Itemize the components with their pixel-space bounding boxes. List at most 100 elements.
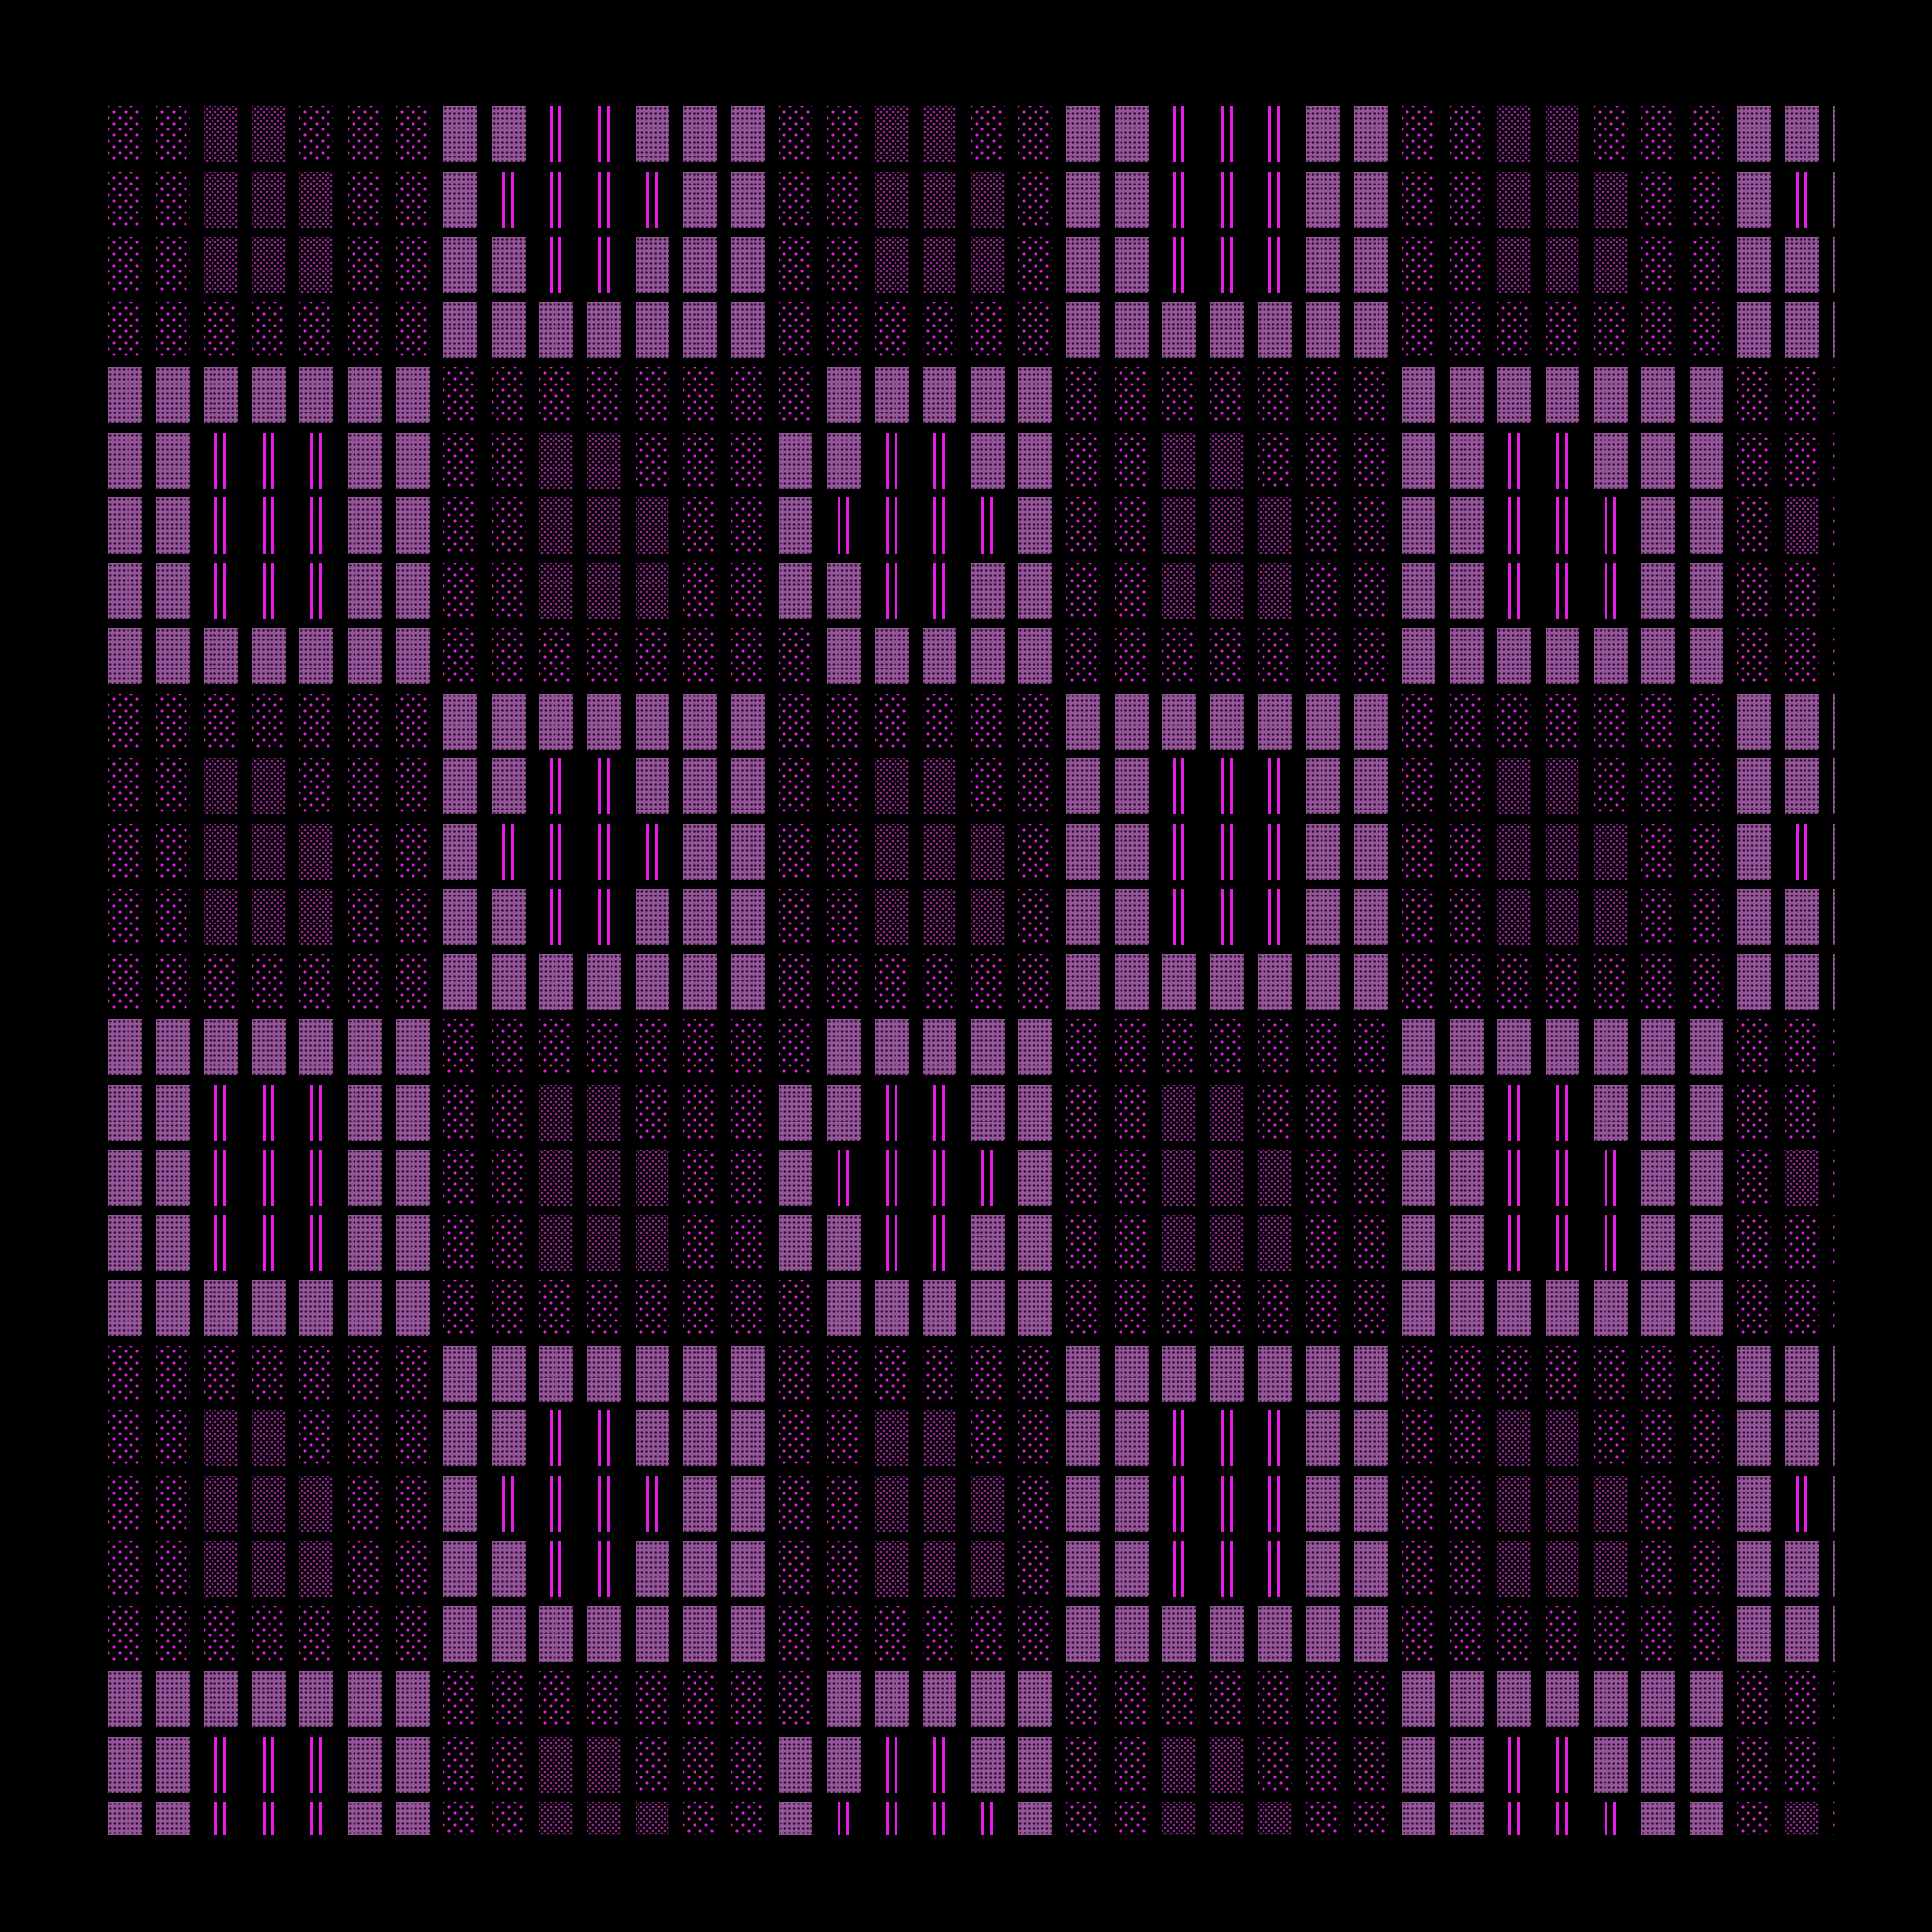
sparse-dot-cell	[730, 1671, 765, 1727]
sparse-dot-cell	[1402, 1345, 1436, 1402]
solid-cell	[1114, 758, 1149, 814]
solid-cell	[683, 1345, 718, 1402]
sparse-dot-cell	[1066, 1214, 1100, 1271]
sparse-dot-cell	[683, 1214, 718, 1271]
sparse-dot-cell	[1402, 758, 1436, 814]
sparse-dot-cell	[108, 758, 142, 814]
sparse-dot-cell	[1641, 953, 1676, 1010]
dense-dot-cell	[635, 562, 669, 619]
solid-cell	[443, 106, 478, 162]
solid-cell	[827, 562, 861, 619]
double-line-cell	[923, 1736, 957, 1793]
dense-dot-cell	[1209, 1150, 1244, 1206]
sparse-dot-cell	[299, 106, 334, 162]
double-line-cell	[923, 562, 957, 619]
sparse-dot-cell	[1641, 1345, 1676, 1402]
sparse-dot-cell	[443, 1214, 478, 1271]
solid-cell	[1306, 237, 1340, 293]
double-line-cell	[251, 1150, 286, 1206]
dense-dot-cell	[587, 497, 621, 554]
double-line-cell	[587, 1475, 621, 1532]
solid-cell	[1402, 1802, 1436, 1835]
sparse-dot-cell	[108, 301, 142, 358]
sparse-dot-cell	[779, 758, 813, 814]
sparse-dot-cell	[779, 889, 813, 945]
sparse-dot-cell	[827, 237, 861, 293]
solid-cell	[779, 1736, 813, 1793]
solid-cell	[683, 171, 718, 228]
sparse-dot-cell	[1737, 1671, 1772, 1727]
sparse-dot-cell	[1162, 1280, 1197, 1336]
double-line-cell	[204, 497, 239, 554]
sparse-dot-cell	[1162, 1671, 1197, 1727]
sparse-dot-cell	[1449, 823, 1484, 880]
sparse-dot-cell	[251, 1605, 286, 1662]
sparse-dot-cell	[827, 1475, 861, 1532]
double-line-cell	[1258, 889, 1293, 945]
sparse-dot-cell	[395, 889, 430, 945]
dense-dot-cell	[1546, 171, 1579, 228]
sparse-dot-cell	[204, 1345, 239, 1402]
sparse-dot-cell	[156, 953, 190, 1010]
double-line-cell	[299, 1084, 334, 1141]
dense-dot-cell	[204, 1410, 239, 1466]
double-line-cell	[1497, 1802, 1532, 1835]
solid-cell	[1641, 432, 1676, 489]
sparse-dot-cell	[1449, 301, 1484, 358]
solid-cell	[491, 693, 526, 750]
double-line-cell	[587, 823, 621, 880]
sparse-dot-cell	[970, 758, 1005, 814]
sparse-dot-cell	[491, 1214, 526, 1271]
solid-cell	[1689, 1150, 1723, 1206]
solid-cell	[1449, 497, 1484, 554]
sparse-dot-cell	[1018, 1410, 1053, 1466]
sparse-dot-cell	[395, 693, 430, 750]
sparse-dot-cell	[1737, 367, 1772, 423]
solid-cell	[1737, 758, 1772, 814]
sparse-dot-cell	[779, 237, 813, 293]
sparse-dot-cell	[1449, 1345, 1484, 1402]
sparse-dot-cell	[1785, 1736, 1819, 1793]
solid-cell	[730, 1475, 765, 1532]
sparse-dot-cell	[395, 1410, 430, 1466]
sparse-dot-cell	[779, 1019, 813, 1075]
sparse-dot-cell	[443, 1084, 478, 1141]
sparse-dot-cell	[1737, 1736, 1772, 1793]
solid-cell	[1593, 628, 1628, 684]
sparse-dot-cell	[587, 1671, 621, 1727]
solid-cell	[1353, 106, 1388, 162]
solid-cell	[970, 432, 1005, 489]
dense-dot-cell	[923, 1410, 957, 1466]
solid-cell	[1306, 953, 1340, 1010]
double-line-cell	[874, 1802, 909, 1835]
sparse-dot-cell	[1114, 1150, 1149, 1206]
sparse-dot-cell	[683, 562, 718, 619]
sparse-dot-cell	[1449, 953, 1484, 1010]
sparse-dot-cell	[779, 693, 813, 750]
solid-cell	[1353, 1475, 1388, 1532]
sparse-dot-cell	[779, 628, 813, 684]
solid-cell	[970, 1280, 1005, 1336]
sparse-dot-cell	[730, 1736, 765, 1793]
solid-cell	[1306, 889, 1340, 945]
solid-cell	[1209, 693, 1244, 750]
sparse-dot-cell	[1114, 367, 1149, 423]
dense-dot-cell	[587, 562, 621, 619]
sparse-dot-cell	[1258, 1084, 1293, 1141]
sparse-dot-cell	[1066, 432, 1100, 489]
solid-cell	[1018, 1671, 1053, 1727]
solid-cell	[1833, 301, 1835, 358]
sparse-dot-cell	[156, 106, 190, 162]
double-line-cell	[539, 237, 574, 293]
solid-cell	[1833, 237, 1835, 293]
dense-dot-cell	[539, 432, 574, 489]
double-line-cell	[1209, 823, 1244, 880]
solid-cell	[730, 953, 765, 1010]
solid-cell	[443, 301, 478, 358]
solid-cell	[348, 628, 382, 684]
double-line-cell	[204, 1214, 239, 1271]
solid-cell	[491, 1410, 526, 1466]
dense-dot-cell	[874, 823, 909, 880]
double-line-cell	[874, 432, 909, 489]
solid-cell	[587, 1345, 621, 1402]
